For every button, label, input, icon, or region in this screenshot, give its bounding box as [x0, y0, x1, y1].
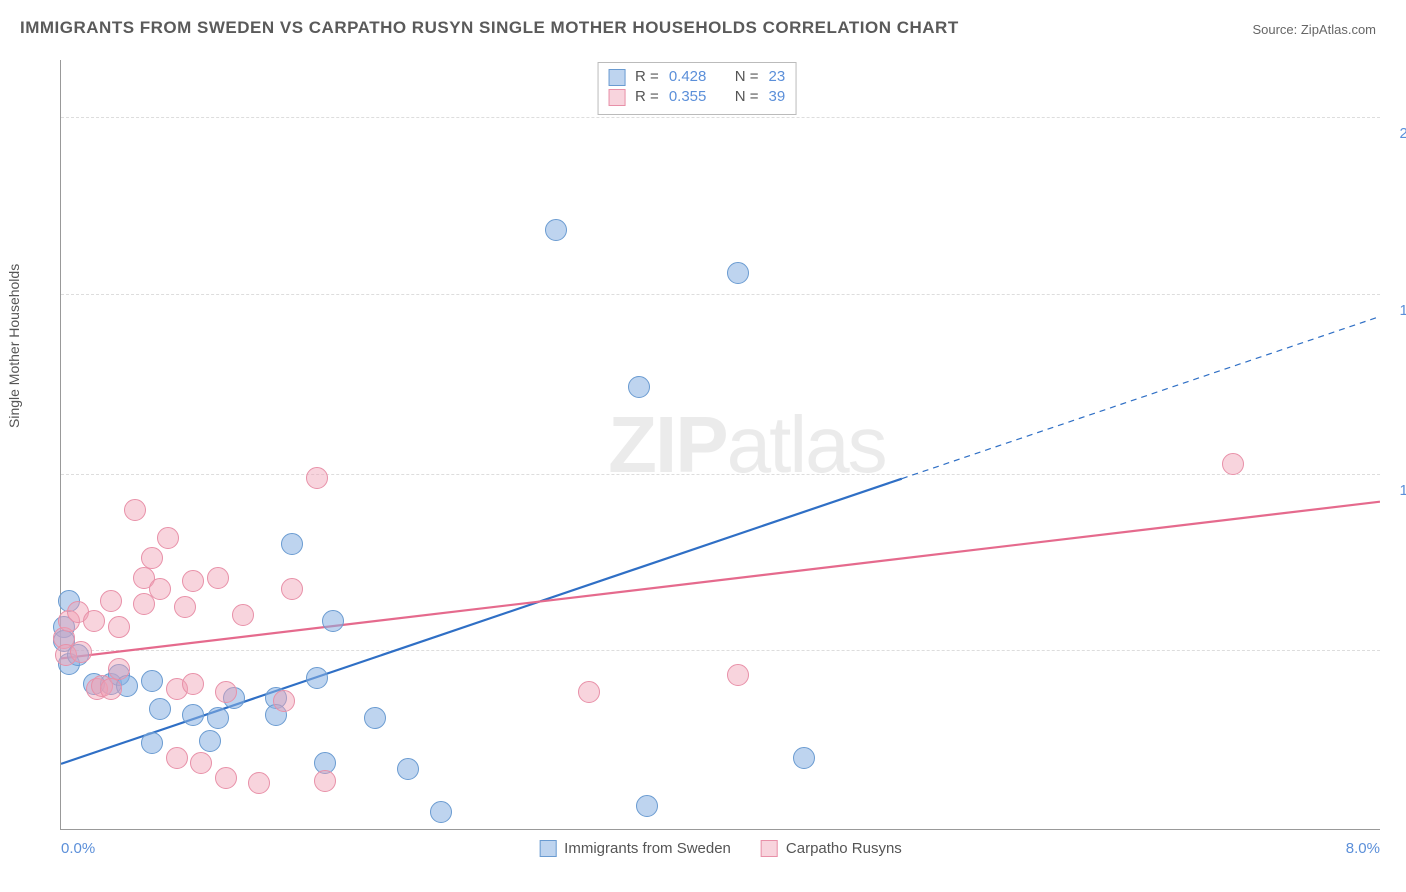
gridline: [61, 117, 1380, 118]
data-point-rusyn: [215, 767, 237, 789]
y-tick-label: 25.0%: [1387, 125, 1406, 142]
data-point-rusyn: [232, 604, 254, 626]
swatch-rusyn: [608, 89, 625, 106]
data-point-rusyn: [174, 596, 196, 618]
stats-legend: R = 0.428 N = 23 R = 0.355 N = 39: [597, 62, 796, 115]
stats-row-sweden: R = 0.428 N = 23: [608, 67, 785, 87]
y-axis-label: Single Mother Households: [6, 264, 22, 428]
data-point-rusyn: [100, 590, 122, 612]
data-point-rusyn: [166, 747, 188, 769]
data-point-sweden: [306, 667, 328, 689]
data-point-sweden: [727, 262, 749, 284]
data-point-rusyn: [273, 690, 295, 712]
data-point-rusyn: [215, 681, 237, 703]
data-point-rusyn: [124, 499, 146, 521]
data-point-sweden: [141, 732, 163, 754]
swatch-sweden: [608, 69, 625, 86]
data-point-rusyn: [306, 467, 328, 489]
x-tick-min: 0.0%: [61, 840, 95, 857]
data-point-sweden: [149, 698, 171, 720]
trend-lines: [61, 60, 1380, 829]
data-point-sweden: [322, 610, 344, 632]
source-label: Source: ZipAtlas.com: [1252, 22, 1376, 37]
data-point-sweden: [364, 707, 386, 729]
data-point-sweden: [141, 670, 163, 692]
chart-title: IMMIGRANTS FROM SWEDEN VS CARPATHO RUSYN…: [20, 18, 959, 38]
gridline: [61, 474, 1380, 475]
data-point-rusyn: [727, 664, 749, 686]
data-point-sweden: [207, 707, 229, 729]
y-tick-label: 18.8%: [1387, 302, 1406, 319]
data-point-rusyn: [281, 578, 303, 600]
series-legend: Immigrants from Sweden Carpatho Rusyns: [539, 840, 902, 857]
data-point-sweden: [182, 704, 204, 726]
data-point-sweden: [281, 533, 303, 555]
data-point-sweden: [430, 801, 452, 823]
data-point-sweden: [628, 376, 650, 398]
data-point-rusyn: [83, 610, 105, 632]
data-point-rusyn: [190, 752, 212, 774]
data-point-sweden: [636, 795, 658, 817]
data-point-rusyn: [108, 658, 130, 680]
legend-item-sweden: Immigrants from Sweden: [539, 840, 731, 857]
watermark: ZIPatlas: [608, 399, 885, 491]
data-point-rusyn: [578, 681, 600, 703]
data-point-rusyn: [100, 678, 122, 700]
data-point-rusyn: [182, 570, 204, 592]
chart-plot-area: ZIPatlas R = 0.428 N = 23 R = 0.355 N = …: [60, 60, 1380, 830]
y-tick-label: 6.3%: [1387, 658, 1406, 675]
data-point-sweden: [397, 758, 419, 780]
data-point-rusyn: [182, 673, 204, 695]
swatch-sweden-icon: [539, 840, 556, 857]
data-point-rusyn: [141, 547, 163, 569]
data-point-rusyn: [207, 567, 229, 589]
data-point-rusyn: [149, 578, 171, 600]
swatch-rusyn-icon: [761, 840, 778, 857]
gridline: [61, 294, 1380, 295]
data-point-sweden: [545, 219, 567, 241]
data-point-rusyn: [70, 641, 92, 663]
data-point-rusyn: [248, 772, 270, 794]
stats-row-rusyn: R = 0.355 N = 39: [608, 87, 785, 107]
gridline: [61, 650, 1380, 651]
data-point-rusyn: [108, 616, 130, 638]
legend-item-rusyn: Carpatho Rusyns: [761, 840, 902, 857]
data-point-rusyn: [1222, 453, 1244, 475]
data-point-sweden: [793, 747, 815, 769]
x-tick-max: 8.0%: [1346, 840, 1380, 857]
data-point-sweden: [199, 730, 221, 752]
y-tick-label: 12.5%: [1387, 482, 1406, 499]
data-point-rusyn: [157, 527, 179, 549]
data-point-rusyn: [314, 770, 336, 792]
